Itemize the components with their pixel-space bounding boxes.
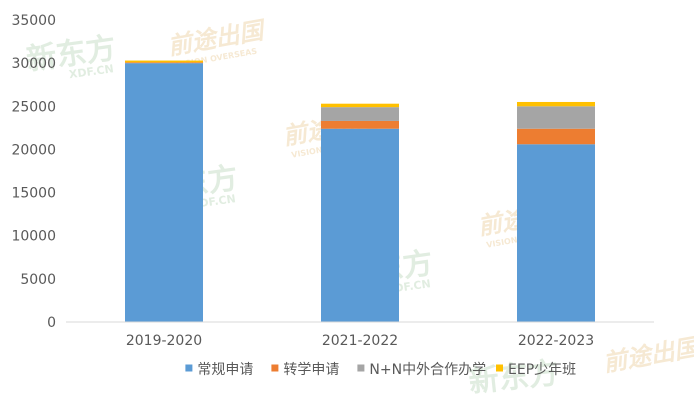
- legend-label: N+N中外合作办学: [369, 362, 486, 378]
- legend-swatch: [357, 364, 365, 372]
- y-tick-label: 30000: [11, 56, 56, 72]
- legend-swatch: [271, 364, 279, 372]
- bar-segment: [321, 128, 399, 322]
- watermark-sub-text: 前途出国: [601, 332, 694, 377]
- legend: 常规申请 转学申请 N+N中外合作办学 EEP少年班: [185, 362, 576, 378]
- legend-label: EEP少年班: [508, 362, 576, 378]
- bar-segment: [517, 106, 595, 129]
- bar-segment: [517, 144, 595, 322]
- y-tick-label: 5000: [20, 272, 56, 288]
- bar-segment: [125, 60, 203, 63]
- watermark-8: 前途出国: [601, 332, 694, 377]
- x-axis-tick-labels: 2019-2020 2021-2022 2022-2023: [126, 333, 594, 349]
- watermark-brand-en-text: XDF.CN: [68, 62, 114, 81]
- legend-swatch: [496, 364, 503, 372]
- legend-label: 转学申请: [283, 362, 339, 378]
- bar-layer: [125, 60, 595, 323]
- y-tick-label: 15000: [11, 186, 56, 202]
- y-tick-label: 25000: [11, 99, 56, 115]
- y-tick-label: 35000: [11, 13, 56, 29]
- x-tick-label: 2022-2023: [518, 333, 594, 349]
- bar-segment: [321, 103, 399, 108]
- bar-segment: [321, 107, 399, 121]
- bar-segment: [321, 120, 399, 129]
- y-axis-tick-labels: 0 5000 10000 15000 20000 25000 30000 35000: [11, 13, 56, 331]
- y-tick-label: 0: [47, 315, 56, 331]
- y-tick-label: 10000: [11, 229, 56, 245]
- bar-segment: [517, 128, 595, 145]
- legend-swatch: [185, 364, 193, 372]
- x-tick-label: 2019-2020: [126, 333, 202, 349]
- bar-segment: [517, 101, 595, 107]
- bar-segment: [125, 63, 203, 323]
- x-tick-label: 2021-2022: [322, 333, 398, 349]
- bar-segment: [125, 62, 203, 64]
- y-tick-label: 20000: [11, 142, 56, 158]
- legend-label: 常规申请: [197, 362, 253, 378]
